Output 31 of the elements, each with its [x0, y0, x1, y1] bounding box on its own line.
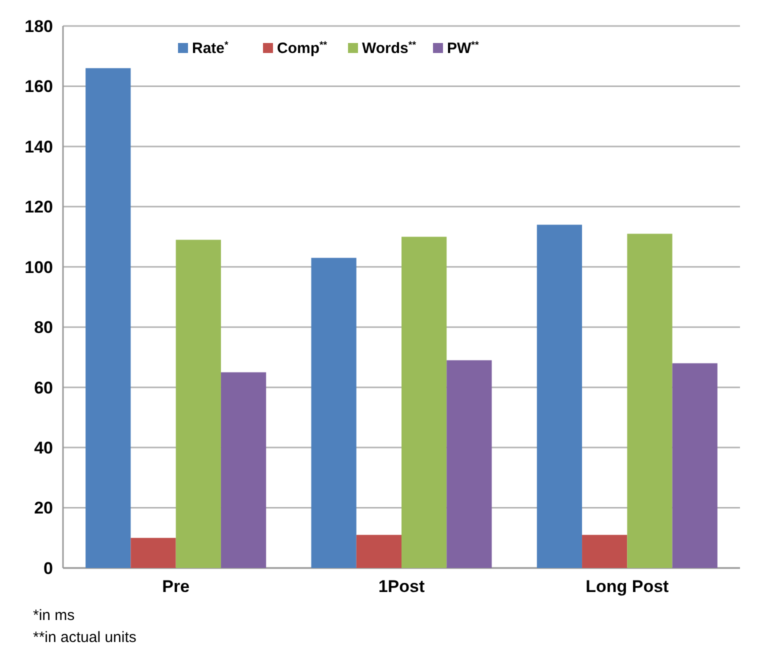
bar [311, 258, 356, 568]
bar [672, 363, 718, 568]
legend-label: Rate$^{*}$ [192, 40, 229, 57]
x-tick-label: Pre [162, 577, 190, 596]
bar [86, 68, 131, 568]
y-tick-label: 0 [44, 558, 53, 578]
bar [356, 534, 402, 568]
x-tick-label: Long Post [586, 577, 670, 596]
text: **in actual units [33, 629, 136, 646]
bar [582, 534, 628, 568]
y-tick-label: 20 [34, 498, 53, 518]
bar [627, 234, 672, 568]
bar [536, 224, 582, 568]
bar [220, 372, 266, 568]
y-tick-label: 40 [34, 438, 53, 458]
y-tick-label: 120 [24, 198, 53, 217]
y-tick-label: 160 [24, 77, 53, 96]
text: *in ms [33, 607, 75, 624]
y-tick-label: 60 [34, 378, 53, 398]
y-tick-label: 100 [24, 258, 53, 277]
x-tick-label: 1Post [378, 577, 425, 596]
y-tick-label: 80 [34, 318, 53, 338]
bar [130, 538, 176, 568]
legend-label: Words$^{**}$ [362, 40, 416, 57]
legend-label: Comp$^{**}$ [277, 40, 328, 57]
y-tick-label: 180 [24, 16, 53, 36]
y-tick-label: 140 [24, 137, 53, 156]
bar [446, 360, 492, 568]
legend-label: PW$^{**}$ [447, 40, 479, 57]
bar [176, 240, 221, 568]
bar [402, 236, 447, 568]
